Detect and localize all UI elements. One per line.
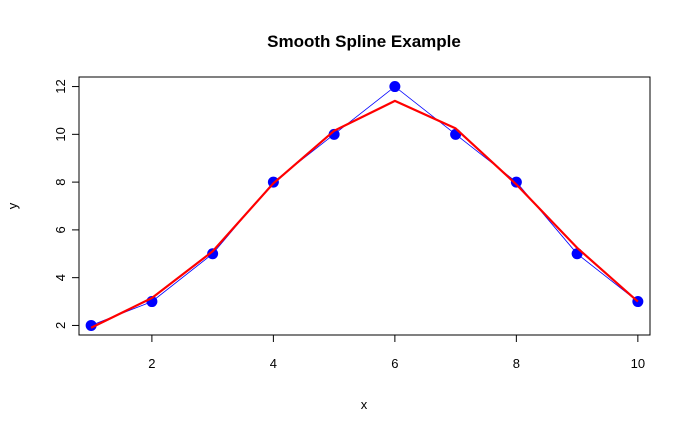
data-point [389,81,401,93]
data-point [328,128,340,140]
x-tick-label: 10 [631,356,645,371]
x-tick-label: 4 [270,356,277,371]
y-tick-label: 12 [53,79,68,93]
x-axis-label: x [361,397,368,412]
data-point [510,176,522,188]
y-tick-label: 4 [53,274,68,281]
x-tick-label: 8 [513,356,520,371]
y-axis-label: y [5,202,20,209]
y-tick-label: 10 [53,127,68,141]
y-tick-label: 8 [53,178,68,185]
x-tick-label: 6 [391,356,398,371]
y-tick-label: 2 [53,322,68,329]
smooth-spline-line [90,99,639,329]
data-point [207,248,219,260]
y-tick-label: 6 [53,226,68,233]
chart-title: Smooth Spline Example [267,32,461,51]
y-axis: 2 4 6 8 10 12 [53,79,80,329]
series-0-line [90,86,639,326]
x-axis: 2 4 6 8 10 [148,334,645,371]
series-layer [85,81,644,331]
data-point [85,319,97,331]
x-tick-label: 2 [148,356,155,371]
